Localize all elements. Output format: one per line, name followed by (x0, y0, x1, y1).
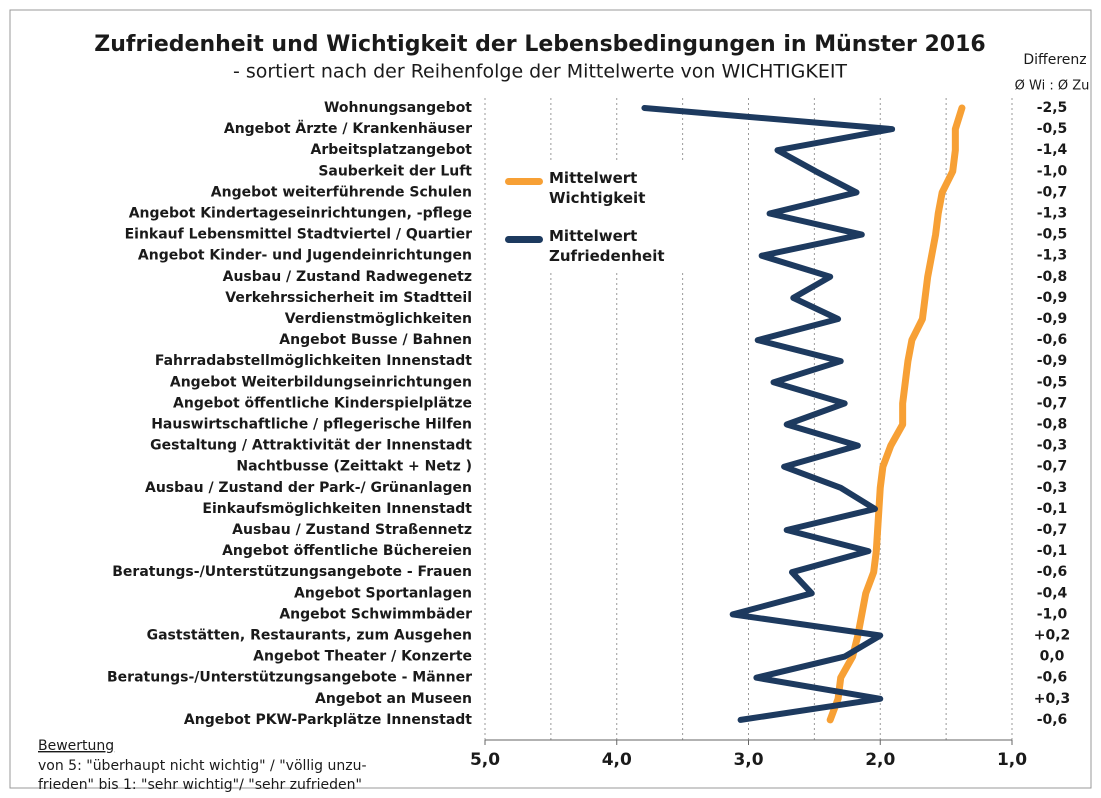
legend-label: Mittelwert Zufriedenheit (549, 227, 665, 265)
series-line (641, 105, 896, 723)
category-label: Sauberkeit der Luft (318, 163, 472, 179)
category-label: Ausbau / Zustand Straßennetz (232, 522, 472, 538)
difference-label: -0,3 (1037, 480, 1068, 496)
category-label: Hauswirtschaftliche / pflegerische Hilfe… (151, 417, 472, 433)
series-line (826, 104, 966, 724)
difference-label: +0,2 (1034, 628, 1071, 644)
difference-label: 0,0 (1040, 649, 1065, 665)
category-label: Angebot weiterführende Schulen (211, 184, 472, 200)
x-tick-label: 4,0 (602, 750, 632, 770)
legend-swatch (505, 236, 543, 243)
legend-label: Mittelwert Wichtigkeit (549, 169, 646, 207)
category-label: Ausbau / Zustand Radwegenetz (223, 269, 472, 285)
category-label: Angebot Ärzte / Krankenhäuser (224, 120, 472, 137)
category-label: Verkehrssicherheit im Stadtteil (225, 290, 472, 306)
note-line: frieden" bis 1: "sehr wichtig"/ "sehr zu… (38, 777, 362, 793)
border (9, 9, 1092, 789)
note-heading: Bewertung (38, 738, 114, 754)
category-label: Arbeitsplatzangebot (311, 142, 473, 158)
difference-label: +0,3 (1034, 691, 1071, 707)
difference-label: -0,8 (1037, 417, 1068, 433)
difference-label: -0,6 (1037, 712, 1068, 728)
category-label: Ausbau / Zustand der Park-/ Grünanlagen (145, 480, 472, 496)
difference-label: -0,8 (1037, 269, 1068, 285)
difference-label: -0,9 (1037, 311, 1068, 327)
difference-label: -0,5 (1037, 374, 1068, 390)
x-tick-label: 3,0 (733, 750, 763, 770)
category-label: Angebot Kindertageseinrichtungen, -pfleg… (129, 206, 472, 222)
difference-label: -0,5 (1037, 121, 1068, 137)
difference-label: -0,6 (1037, 670, 1068, 686)
category-label: Einkauf Lebensmittel Stadtviertel / Quar… (125, 227, 473, 243)
note-line: von 5: "überhaupt nicht wichtig" / "völl… (38, 758, 367, 774)
category-label: Einkaufsmöglichkeiten Innenstadt (202, 501, 472, 517)
category-label: Nachtbusse (Zeittakt + Netz ) (236, 459, 472, 475)
category-label: Angebot Weiterbildungseinrichtungen (170, 374, 472, 390)
chart-title: Zufriedenheit und Wichtigkeit der Lebens… (94, 32, 985, 57)
difference-label: -0,7 (1037, 459, 1068, 475)
difference-label: -0,7 (1037, 395, 1068, 411)
category-label: Verdienstmöglichkeiten (285, 311, 472, 327)
difference-label: -1,4 (1037, 142, 1068, 158)
category-label: Angebot öffentliche Kinderspielplätze (173, 395, 472, 411)
difference-label: -1,3 (1037, 206, 1068, 222)
category-label: Angebot an Museen (315, 691, 472, 707)
difference-label: -0,1 (1037, 501, 1068, 517)
x-tick-label: 2,0 (865, 750, 895, 770)
difference-label: -0,3 (1037, 438, 1068, 454)
category-label: Angebot Busse / Bahnen (279, 332, 472, 348)
category-label: Wohnungsangebot (324, 100, 472, 116)
category-label: Angebot PKW-Parkplätze Innenstadt (184, 712, 472, 728)
diff-header: Ø Wi : Ø Zu (1015, 79, 1090, 94)
difference-label: -0,9 (1037, 290, 1068, 306)
category-label: Beratungs-/Unterstützungsangebote - Männ… (107, 670, 472, 686)
category-label: Angebot öffentliche Büchereien (222, 543, 472, 559)
difference-label: -1,0 (1037, 606, 1068, 622)
difference-label: -0,6 (1037, 332, 1068, 348)
difference-label: -0,7 (1037, 522, 1068, 538)
category-label: Angebot Sportanlagen (294, 585, 472, 601)
difference-label: -0,4 (1037, 585, 1068, 601)
difference-label: -0,7 (1037, 184, 1068, 200)
legend-swatch (505, 178, 543, 185)
legend: Mittelwert Wichtigkeit Mittelwert Zufried… (497, 160, 719, 270)
category-label: Angebot Schwimmbäder (279, 606, 472, 622)
category-label: Beratungs-/Unterstützungsangebote - Frau… (112, 564, 472, 580)
category-label: Gaststätten, Restaurants, zum Ausgehen (147, 628, 472, 644)
difference-label: -1,0 (1037, 163, 1068, 179)
category-label: Angebot Theater / Konzerte (253, 649, 472, 665)
difference-label: -0,9 (1037, 353, 1068, 369)
difference-label: -0,6 (1037, 564, 1068, 580)
chart-subtitle: - sortiert nach der Reihenfolge der Mitt… (233, 61, 847, 83)
category-label: Gestaltung / Attraktivität der Innenstad… (150, 438, 472, 454)
difference-label: -0,1 (1037, 543, 1068, 559)
difference-label: -1,3 (1037, 248, 1068, 264)
x-tick-label: 1,0 (997, 750, 1027, 770)
difference-label: -2,5 (1037, 100, 1068, 116)
x-tick-label: 5,0 (470, 750, 500, 770)
category-label: Angebot Kinder- und Jugendeinrichtungen (138, 248, 472, 264)
diff-header: Differenz (1023, 52, 1086, 68)
category-label: Fahrradabstellmöglichkeiten Innenstadt (155, 353, 472, 369)
difference-label: -0,5 (1037, 227, 1068, 243)
